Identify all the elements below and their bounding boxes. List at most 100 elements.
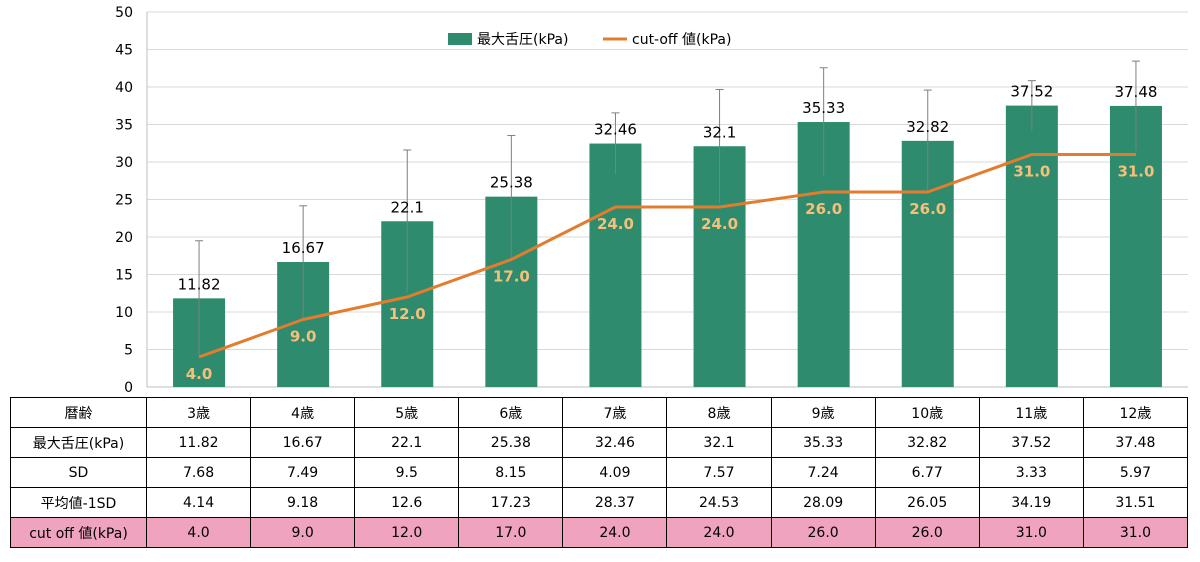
y-tick-label: 10 xyxy=(115,305,133,321)
bar-value-label: 35.33 xyxy=(802,99,845,117)
bar-value-label: 25.38 xyxy=(490,174,533,192)
table-cell: 32.82 xyxy=(874,427,980,458)
legend: 最大舌圧(kPa) cut-off 値(kPa) xyxy=(448,32,731,48)
bar xyxy=(1109,105,1162,388)
bar xyxy=(589,143,642,387)
line-value-label: 24.0 xyxy=(597,215,634,233)
table-cell: 25.38 xyxy=(458,427,564,458)
table-cell: 35.33 xyxy=(770,427,876,458)
table-cell: 9歳 xyxy=(770,397,876,428)
table-cell: 7.57 xyxy=(666,457,772,488)
data-labels: 11.82 16.67 22.1 25.38 32.46 32.1 35.33 32.82 37… xyxy=(178,83,1158,383)
chart: 0 5 10 15 20 25 30 35 40 45 50 11.82 16.67 22.1 25.38… xyxy=(115,5,1188,396)
table-cell: 4.09 xyxy=(562,457,668,488)
table-cell: 9.0 xyxy=(250,517,356,548)
table-cell: 9.18 xyxy=(250,487,356,518)
table-row: 最大舌圧(kPa) 11.82 16.67 22.1 25.38 32.46 32.1 35.… xyxy=(10,427,1189,458)
table-cell: 31.0 xyxy=(978,517,1084,548)
table-row: cut off 値(kPa) 4.0 9.0 12.0 17.0 24.0 24.0 26.0… xyxy=(10,517,1189,548)
table-cell: 31.51 xyxy=(1082,487,1189,518)
table-row-header: 最大舌圧(kPa) xyxy=(10,427,147,458)
table-cell: 7歳 xyxy=(562,397,668,428)
table-cell: 8.15 xyxy=(458,457,564,488)
bar-value-label: 32.1 xyxy=(703,123,736,141)
table-cell: 7.24 xyxy=(770,457,876,488)
error-bars xyxy=(195,60,1140,356)
line-value-label: 31.0 xyxy=(1013,163,1050,181)
table-cell: 24.53 xyxy=(666,487,772,518)
table-cell: 34.19 xyxy=(978,487,1084,518)
table-cell: 31.0 xyxy=(1082,517,1189,548)
table-cell: 28.37 xyxy=(562,487,668,518)
bar-value-label: 32.82 xyxy=(906,118,949,136)
cutoff-line xyxy=(198,153,1136,359)
table-cell: 5歳 xyxy=(354,397,460,428)
line-value-label: 12.0 xyxy=(389,305,426,323)
table-cell: 28.09 xyxy=(770,487,876,518)
table-cell: 37.48 xyxy=(1082,427,1189,458)
line-value-label: 9.0 xyxy=(290,328,317,346)
table-cell: 10歳 xyxy=(874,397,980,428)
line-value-label: 31.0 xyxy=(1117,163,1154,181)
table-cell: 22.1 xyxy=(354,427,460,458)
legend-label-line: cut-off 値(kPa) xyxy=(632,32,731,48)
table-cell: 11歳 xyxy=(978,397,1084,428)
table-row-header: 暦齢 xyxy=(10,397,147,428)
legend-label-bar: 最大舌圧(kPa) xyxy=(477,32,568,48)
line-value-label: 4.0 xyxy=(186,365,213,383)
y-tick-label: 5 xyxy=(124,343,133,359)
table-cell: 7.49 xyxy=(250,457,356,488)
table-cell: 17.0 xyxy=(458,517,564,548)
y-tick-label: 50 xyxy=(115,5,133,21)
line-value-label: 26.0 xyxy=(909,200,946,218)
table-cell: 4.14 xyxy=(145,487,252,518)
bar-value-label: 37.48 xyxy=(1114,83,1157,101)
y-tick-label: 0 xyxy=(124,380,133,396)
table-cell: 26.05 xyxy=(874,487,980,518)
table-cell: 11.82 xyxy=(145,427,252,458)
table-cell: 24.0 xyxy=(666,517,772,548)
y-tick-label: 15 xyxy=(115,268,133,284)
table-row-header: SD xyxy=(10,457,147,488)
bar-value-label: 16.67 xyxy=(282,239,325,257)
line-value-label: 17.0 xyxy=(493,268,530,286)
y-tick-label: 20 xyxy=(115,230,133,246)
table-cell: 24.0 xyxy=(562,517,668,548)
bar-value-label: 32.46 xyxy=(594,121,637,139)
data-table: 暦齢 3歳 4歳 5歳 6歳 7歳 8歳 9歳 10歳 11歳 12歳 最大舌圧(kPa) 11.82 1… xyxy=(10,397,1189,548)
y-tick-label: 45 xyxy=(115,43,133,59)
legend-swatch-bar xyxy=(448,33,472,45)
bar-value-label: 37.52 xyxy=(1010,83,1053,101)
table-cell: 37.52 xyxy=(978,427,1084,458)
line-value-label: 24.0 xyxy=(701,215,738,233)
y-tick-label: 35 xyxy=(115,118,133,134)
table-row: SD 7.68 7.49 9.5 8.15 4.09 7.57 7.24 6.77 3.33 5.9… xyxy=(10,457,1189,488)
table-cell: 26.0 xyxy=(874,517,980,548)
table-cell: 32.46 xyxy=(562,427,668,458)
table-cell: 6歳 xyxy=(458,397,564,428)
table-cell: 26.0 xyxy=(770,517,876,548)
table-row-header: 平均値-1SD xyxy=(10,487,147,518)
table-cell: 17.23 xyxy=(458,487,564,518)
table-cell: 4.0 xyxy=(145,517,252,548)
y-tick-label: 30 xyxy=(115,155,133,171)
table-cell: 3.33 xyxy=(978,457,1084,488)
table-header-row: 暦齢 3歳 4歳 5歳 6歳 7歳 8歳 9歳 10歳 11歳 12歳 xyxy=(10,397,1189,428)
table-cell: 12歳 xyxy=(1082,397,1189,428)
table-cell: 9.5 xyxy=(354,457,460,488)
table-cell: 32.1 xyxy=(666,427,772,458)
line-value-label: 26.0 xyxy=(805,200,842,218)
y-tick-label: 25 xyxy=(115,193,133,209)
line-series xyxy=(198,153,1136,359)
table-row: 平均値-1SD 4.14 9.18 12.6 17.23 28.37 24.53 28.09 2… xyxy=(10,487,1189,518)
table-cell: 7.68 xyxy=(145,457,252,488)
table-cell: 12.6 xyxy=(354,487,460,518)
table-cell: 4歳 xyxy=(250,397,356,428)
bar-value-label: 11.82 xyxy=(178,275,221,293)
table-cell: 12.0 xyxy=(354,517,460,548)
table-cell: 16.67 xyxy=(250,427,356,458)
table-cell: 3歳 xyxy=(145,397,252,428)
bar-value-label: 22.1 xyxy=(391,198,424,216)
bar xyxy=(1005,105,1058,387)
table-row-header: cut off 値(kPa) xyxy=(10,517,147,548)
